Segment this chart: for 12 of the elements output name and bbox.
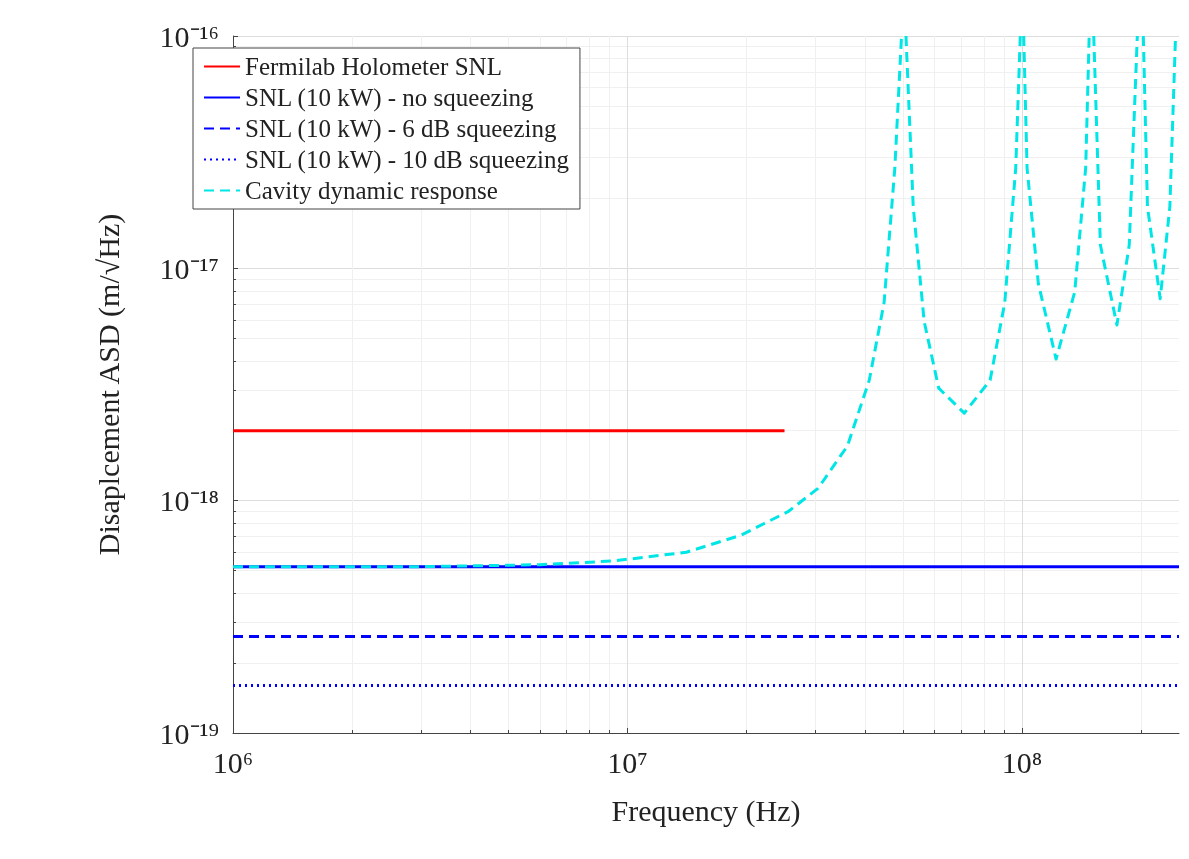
y-tick-label: 10⁻¹⁸ [159,484,219,518]
x-tick-label: 10⁸ [1001,745,1043,779]
x-tick-label: 10⁷ [607,745,648,779]
legend-label: SNL (10 kW) - no squeezing [245,84,535,112]
y-tick-label: 10⁻¹⁶ [159,19,219,53]
x-axis-title: Frequency (Hz) [611,793,801,828]
legend-label: Cavity dynamic response [245,177,498,204]
legend-label: SNL (10 kW) - 10 dB squeezing [245,146,570,174]
y-axis-title: Disaplcement ASD (m/√Hz) [91,213,126,556]
legend-label: SNL (10 kW) - 6 dB squeezing [245,115,558,143]
legend-label: Fermilab Holometer SNL [245,53,502,80]
y-tick-label: 10⁻¹⁷ [159,251,219,285]
